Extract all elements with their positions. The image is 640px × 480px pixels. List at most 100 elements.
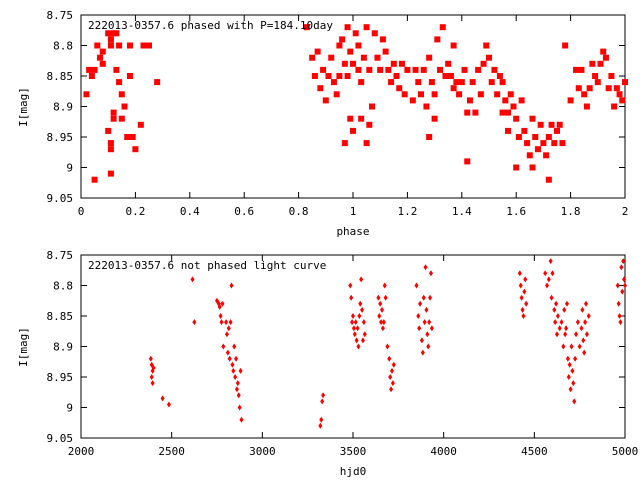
unphased-x-tick-label: 4500	[521, 445, 548, 458]
phased-data-point	[450, 85, 457, 92]
phased-data-point	[439, 24, 446, 31]
unphased-data-point	[224, 331, 229, 338]
phased-data-point	[374, 54, 381, 61]
unphased-x-tick-label: 2500	[158, 445, 185, 458]
phased-data-point	[154, 79, 161, 86]
unphased-data-point	[562, 306, 567, 313]
phased-data-point	[548, 121, 555, 128]
unphased-data-point	[228, 319, 233, 326]
unphased-data-point	[580, 306, 585, 313]
unphased-data-point	[584, 331, 589, 338]
phased-data-point	[363, 140, 370, 147]
phased-data-point	[385, 66, 392, 73]
phased-chart-title: 222013-0357.6 phased with P=184.10day	[88, 19, 333, 32]
unphased-data-point	[563, 331, 568, 338]
phased-data-point	[466, 97, 473, 104]
unphased-data-point	[519, 294, 524, 301]
phased-data-point	[529, 115, 536, 122]
phased-data-point	[344, 24, 351, 31]
phased-x-tick-label: 1.4	[452, 205, 472, 218]
unphased-y-tick-label: 8.8	[53, 280, 73, 293]
unphased-data-point	[568, 386, 573, 393]
phased-x-axis-ticks: 0 0.2 0.4 0.6 0.8 1 1.2 1.4 1.6 1.8 2	[78, 15, 629, 218]
phased-data-point	[461, 66, 468, 73]
unphased-data-point	[524, 300, 529, 307]
unphased-data-point	[617, 313, 622, 319]
unphased-data-point	[618, 319, 623, 326]
phased-data-point	[515, 134, 522, 140]
unphased-data-point	[380, 306, 385, 313]
phased-data-point	[320, 66, 327, 73]
phased-data-point	[314, 48, 321, 55]
unphased-data-point	[148, 355, 153, 362]
unphased-data-point	[362, 331, 367, 338]
unphased-data-point	[517, 270, 522, 277]
phased-data-point	[86, 66, 93, 73]
phased-data-point	[488, 79, 495, 86]
phased-data-point	[99, 48, 106, 55]
unphased-data-point	[383, 294, 388, 301]
unphased-data-point	[567, 361, 572, 368]
phased-data-point	[322, 97, 329, 104]
unphased-data-point	[522, 288, 527, 295]
phased-x-tick-label: 0.4	[180, 205, 200, 218]
unphased-data-point	[219, 319, 224, 326]
phased-x-tick-label: 0.2	[125, 205, 145, 218]
unphased-data-point	[619, 264, 624, 271]
unphased-data-point	[351, 313, 355, 319]
phased-data-point	[336, 73, 343, 79]
phased-data-point	[393, 73, 400, 79]
phased-data-point	[611, 103, 618, 110]
phased-y-tick-label: 8.85	[47, 70, 74, 83]
phased-data-point	[409, 97, 416, 104]
unphased-data-point	[150, 380, 155, 387]
phased-y-axis-title: I[mag]	[17, 87, 30, 127]
unphased-x-axis-ticks: 2000 2500 3000 3500 4000 4500 5000	[68, 255, 638, 458]
unphased-data-point	[573, 355, 578, 362]
unphased-data-point	[318, 422, 323, 429]
unphased-data-point	[232, 343, 237, 350]
phased-data-point	[355, 42, 362, 49]
unphased-data-point	[381, 319, 386, 326]
phased-x-tick-label: 2	[622, 205, 629, 218]
phased-data-point	[426, 134, 433, 140]
phased-x-tick-label: 0.8	[289, 205, 309, 218]
phased-data-point	[132, 146, 139, 153]
phased-data-point	[575, 85, 582, 92]
unphased-data-point	[218, 313, 223, 319]
phased-data-point	[447, 73, 454, 79]
phased-data-point	[420, 66, 427, 73]
phased-y-tick-label: 8.95	[47, 131, 74, 144]
phased-data-point	[358, 115, 365, 122]
phased-x-tick-label: 1.2	[397, 205, 417, 218]
unphased-data-point	[550, 270, 555, 277]
unphased-data-point	[360, 306, 365, 313]
unphased-data-point	[572, 398, 577, 405]
unphased-data-point	[226, 325, 231, 332]
unphased-data-point	[166, 401, 171, 408]
unphased-data-point	[348, 282, 353, 289]
phased-light-curve-panel: 8.75 8.8 8.85 8.9 8.95 9 9.05 0 0.2 0.4 0.6 0.8 1 1.…	[17, 9, 628, 238]
unphased-data-point	[359, 276, 364, 283]
phased-data-point	[499, 79, 506, 86]
unphased-data-point	[220, 300, 225, 307]
unphased-y-tick-label: 9	[66, 402, 73, 415]
unphased-data-point	[620, 288, 625, 295]
phased-y-tick-label: 9	[66, 162, 73, 175]
phased-data-point	[347, 115, 354, 122]
phased-y-tick-label: 8.75	[47, 9, 74, 22]
unphased-data-point	[424, 306, 429, 313]
phased-y-axis-ticks: 8.75 8.8 8.85 8.9 8.95 9 9.05	[47, 9, 625, 205]
unphased-data-point	[224, 319, 229, 326]
phased-data-points	[83, 24, 628, 183]
phased-data-point	[524, 140, 531, 147]
unphased-y-axis-ticks: 8.75 8.8 8.85 8.9 8.95 9 9.05	[47, 249, 625, 445]
unphased-data-point	[546, 276, 551, 283]
phased-data-point	[355, 66, 362, 73]
unphased-data-point	[425, 331, 430, 338]
unphased-data-point	[319, 416, 324, 423]
phased-data-point	[600, 48, 607, 55]
unphased-data-point	[426, 343, 431, 350]
phased-data-point	[532, 134, 539, 140]
